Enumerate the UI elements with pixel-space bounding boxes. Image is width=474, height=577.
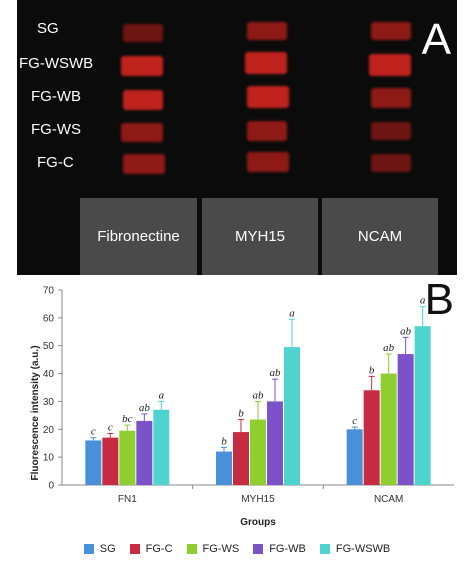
blot-myh-fg-wswb: [245, 52, 287, 74]
significance-letter: a: [420, 295, 426, 307]
panel-a-blot-image: A SG FG-WSWB FG-WB FG-WS FG-C Fibronecti…: [17, 0, 457, 275]
legend: SG FG-C FG-WS FG-WB FG-WSWB: [0, 543, 474, 555]
panel-b-letter: B: [424, 275, 454, 324]
column-label-myh15: MYH15: [202, 198, 318, 275]
legend-label: FG-WSWB: [335, 543, 391, 555]
legend-item: FG-WB: [253, 543, 306, 555]
significance-letter: b: [238, 408, 244, 420]
significance-letter: ab: [139, 402, 151, 414]
row-label-fg-wb: FG-WB: [31, 88, 81, 105]
legend-label: FG-C: [145, 543, 173, 555]
y-tick-label: 10: [43, 453, 55, 464]
row-label-fg-wswb: FG-WSWB: [19, 55, 94, 72]
column-label-ncam: NCAM: [322, 198, 438, 275]
blot-ncam-fg-wb: [371, 88, 411, 108]
y-tick-label: 20: [43, 425, 55, 436]
legend-swatch: [129, 544, 140, 554]
legend-swatch: [186, 544, 197, 554]
legend-label: FG-WS: [202, 543, 240, 555]
significance-letter: c: [108, 421, 113, 433]
legend-item: FG-C: [129, 543, 173, 555]
bar-fg-wswb-fn1: [153, 409, 170, 485]
significance-letter: c: [352, 415, 357, 427]
blot-ncam-sg: [371, 22, 411, 40]
x-category-label: MYH15: [241, 494, 275, 505]
y-tick-label: 30: [43, 397, 55, 408]
bar-sg-ncam: [346, 429, 363, 485]
blot-fn-fg-ws: [121, 123, 163, 142]
column-label-fibronectine: Fibronectine: [80, 198, 197, 275]
panel-a-letter: A: [421, 15, 451, 64]
significance-letter: a: [289, 307, 295, 319]
y-axis: 0 10 20 30 40 50 60 70: [43, 286, 63, 492]
panel-b-bar-chart: 0 10 20 30 40 50 60 70 FN1 MYH15 NCAM c c bc ab a b b ab…: [0, 278, 474, 577]
y-tick-label: 0: [48, 481, 54, 492]
x-axis: FN1 MYH15 NCAM: [62, 484, 454, 505]
x-axis-label: Groups: [240, 517, 276, 528]
y-tick-label: 60: [43, 313, 55, 324]
significance-letter: ab: [253, 389, 265, 401]
row-label-fg-ws: FG-WS: [31, 121, 81, 138]
significance-letter: ab: [270, 367, 282, 379]
significance-letter: bc: [122, 413, 133, 425]
blot-fn-fg-wb: [123, 90, 163, 110]
bar-fg-ws-ncam: [380, 373, 397, 485]
row-label-fg-c: FG-C: [37, 154, 74, 171]
blot-myh-fg-c: [247, 152, 289, 172]
significance-letter: ab: [400, 325, 412, 337]
bar-fg-c-myh15: [233, 432, 249, 485]
significance-letter: a: [159, 389, 165, 401]
bar-sg-fn1: [85, 440, 102, 485]
significance-letter: c: [91, 426, 96, 438]
bar-fg-ws-fn1: [119, 430, 136, 485]
legend-item: FG-WS: [186, 543, 240, 555]
blot-fn-fg-c: [123, 154, 165, 174]
bar-fg-wswb-myh15: [284, 347, 300, 485]
legend-item: FG-WSWB: [319, 543, 391, 555]
bar-fg-c-ncam: [363, 390, 380, 485]
y-tick-label: 40: [43, 369, 55, 380]
blot-ncam-fg-wswb: [369, 54, 411, 76]
y-tick-label: 50: [43, 341, 55, 352]
legend-swatch: [83, 544, 94, 554]
blot-fn-fg-wswb: [121, 56, 163, 76]
x-category-label: NCAM: [374, 494, 403, 505]
legend-label: FG-WB: [269, 543, 306, 555]
row-label-sg: SG: [37, 20, 59, 37]
bar-fg-wb-ncam: [397, 354, 414, 485]
bar-sg-myh15: [216, 451, 232, 485]
significance-letter: b: [369, 364, 375, 376]
blot-myh-fg-ws: [247, 121, 287, 141]
blot-myh-fg-wb: [247, 86, 289, 108]
bar-fg-c-fn1: [102, 437, 119, 485]
legend-swatch: [319, 544, 330, 554]
bar-fg-wb-myh15: [267, 401, 283, 485]
blot-ncam-fg-c: [371, 154, 411, 172]
y-axis-label: Fluorescence intensity (a.u.): [30, 345, 41, 480]
legend-swatch: [253, 544, 264, 554]
y-tick-label: 70: [43, 286, 55, 297]
legend-item: SG: [83, 543, 116, 555]
bar-fg-ws-myh15: [250, 419, 266, 485]
blot-fn-sg: [123, 24, 163, 42]
bar-fg-wb-fn1: [136, 420, 153, 485]
significance-letter: b: [221, 435, 227, 447]
blot-myh-sg: [247, 22, 287, 40]
x-category-label: FN1: [118, 494, 137, 505]
significance-letter: ab: [383, 342, 395, 354]
bar-fg-wswb-ncam: [414, 326, 431, 485]
blot-ncam-fg-ws: [371, 122, 411, 140]
legend-label: SG: [99, 543, 116, 555]
